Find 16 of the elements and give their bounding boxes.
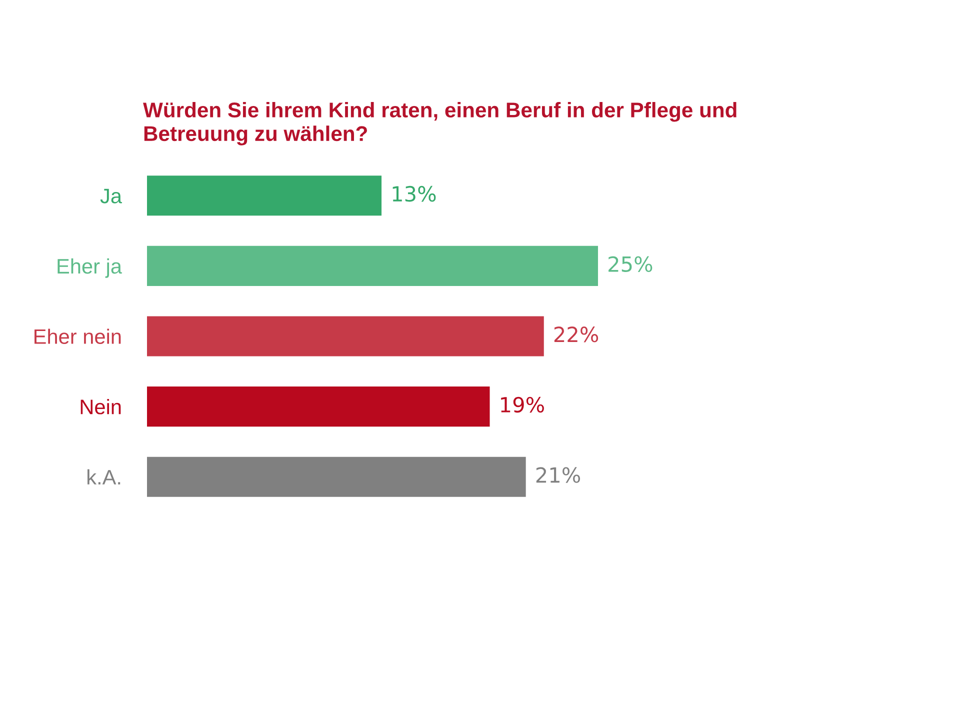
data-label: 13% (392, 186, 436, 202)
y-tick-label: Ja (100, 188, 122, 204)
y-tick-label: Eher nein (34, 328, 121, 344)
y-tick-label: k.A. (88, 469, 120, 484)
bar (147, 386, 490, 427)
data-label: 21% (536, 467, 580, 483)
chart-title: Würden Sie ihrem Kind raten, einen Beruf in der Pflege und Betreuung zu wählen? (143, 102, 736, 146)
data-label: 25% (608, 256, 652, 272)
bar (147, 456, 526, 497)
data-label: 22% (554, 326, 598, 342)
bar (147, 316, 544, 356)
bar (147, 176, 382, 216)
bar (147, 246, 598, 286)
y-tick-label: Nein (80, 399, 121, 414)
y-tick-label: Eher ja (58, 258, 122, 278)
data-label: 19% (501, 396, 544, 413)
